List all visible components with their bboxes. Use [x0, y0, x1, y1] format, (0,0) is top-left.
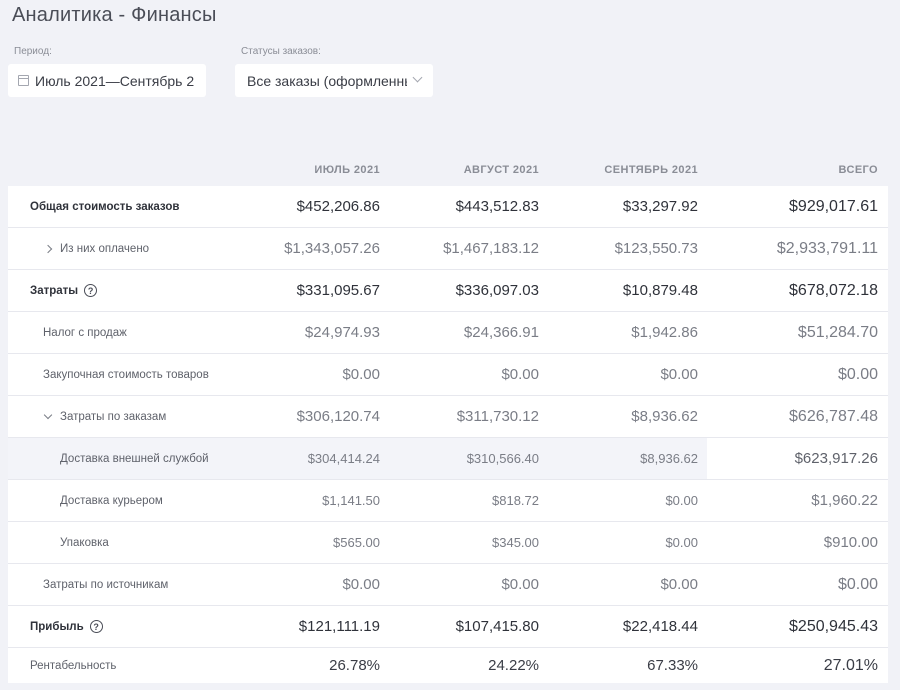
row-total-order-value: Общая стоимость заказов $452,206.86 $443…	[8, 186, 888, 228]
cell-august: $1,467,183.12	[443, 240, 539, 257]
cell-total: 27.01%	[823, 656, 878, 674]
row-label: Упаковка	[60, 536, 109, 549]
cell-july: $1,343,057.26	[284, 240, 380, 257]
cell-september: $0.00	[660, 576, 698, 593]
row-profitability: Рентабельность 26.78% 24.22% 67.33% 27.0…	[8, 648, 888, 683]
cell-september: $22,418.44	[622, 618, 698, 635]
row-label: Затраты по источникам	[43, 578, 169, 591]
row-external-delivery: Доставка внешней службой $304,414.24 $31…	[8, 438, 888, 480]
cell-total: $250,945.43	[789, 617, 878, 635]
row-costs: Затраты ? $331,095.67 $336,097.03 $10,87…	[8, 270, 888, 312]
cell-september: $123,550.73	[614, 240, 698, 257]
cell-august: $345.00	[492, 535, 539, 550]
cell-total: $910.00	[823, 534, 878, 551]
period-label: Период:	[14, 46, 52, 57]
cell-july: $452,206.86	[296, 198, 380, 215]
order-status-label: Статусы заказов:	[241, 46, 321, 57]
row-purchase-cost: Закупочная стоимость товаров $0.00 $0.00…	[8, 354, 888, 396]
row-label: Прибыль ?	[30, 606, 103, 647]
cell-august: $336,097.03	[455, 282, 539, 299]
cell-july: $306,120.74	[296, 408, 380, 425]
cell-july: $0.00	[342, 366, 380, 383]
row-label: Из них оплачено	[43, 228, 149, 269]
row-label: Общая стоимость заказов	[30, 200, 180, 213]
row-label: Закупочная стоимость товаров	[43, 368, 209, 381]
column-header-september: СЕНТЯБРЬ 2021	[604, 164, 698, 176]
cell-july: $0.00	[342, 576, 380, 593]
row-courier-delivery: Доставка курьером $1,141.50 $818.72 $0.0…	[8, 480, 888, 522]
order-status-select[interactable]: Все заказы (оформленные	[235, 64, 433, 97]
row-order-costs[interactable]: Затраты по заказам $306,120.74 $311,730.…	[8, 396, 888, 438]
cell-july: $304,414.24	[307, 451, 380, 466]
cell-august: $107,415.80	[455, 618, 539, 635]
cell-july: $1,141.50	[322, 493, 380, 508]
cell-september: $8,936.62	[631, 408, 698, 425]
page-title: Аналитика - Финансы	[12, 4, 217, 26]
row-source-costs: Затраты по источникам $0.00 $0.00 $0.00 …	[8, 564, 888, 606]
cell-september: $0.00	[665, 493, 698, 508]
cell-july: $24,974.93	[304, 324, 380, 341]
cell-total: $1,960.22	[811, 492, 878, 509]
cell-july: $121,111.19	[298, 618, 380, 635]
cell-total: $51,284.70	[797, 323, 878, 341]
help-icon[interactable]: ?	[84, 284, 98, 297]
cell-total: $0.00	[837, 365, 878, 383]
row-label: Затраты по заказам	[43, 396, 166, 437]
row-paid[interactable]: Из них оплачено $1,343,057.26 $1,467,183…	[8, 228, 888, 270]
table-header: ИЮЛЬ 2021 АВГУСТ 2021 СЕНТЯБРЬ 2021 ВСЕГ…	[8, 156, 888, 186]
column-header-total: ВСЕГО	[838, 164, 878, 176]
cell-august: $443,512.83	[455, 198, 539, 215]
row-label: Затраты ?	[30, 270, 98, 311]
cell-august: $310,566.40	[466, 451, 539, 466]
column-header-august: АВГУСТ 2021	[463, 164, 539, 176]
help-icon[interactable]: ?	[89, 620, 103, 633]
row-label: Доставка курьером	[60, 494, 163, 507]
cell-total: $0.00	[837, 575, 878, 593]
cell-september: $33,297.92	[622, 198, 698, 215]
cell-total: $929,017.61	[789, 197, 878, 215]
cell-total: $2,933,791.11	[776, 239, 878, 257]
order-status-value: Все заказы (оформленные	[247, 72, 407, 89]
chevron-down-icon	[412, 72, 423, 83]
cell-september: $8,936.62	[640, 451, 698, 466]
column-header-july: ИЮЛЬ 2021	[314, 164, 380, 176]
chevron-down-icon[interactable]	[43, 410, 53, 420]
row-packaging: Упаковка $565.00 $345.00 $0.00 $910.00	[8, 522, 888, 564]
row-label: Налог с продаж	[43, 326, 127, 339]
row-label: Рентабельность	[30, 659, 117, 672]
cell-july: $565.00	[333, 535, 380, 550]
chevron-right-icon[interactable]	[43, 244, 53, 253]
row-sales-tax: Налог с продаж $24,974.93 $24,366.91 $1,…	[8, 312, 888, 354]
cell-september: $10,879.48	[622, 282, 698, 299]
cell-total: $623,917.26	[794, 450, 878, 467]
cell-september: $0.00	[665, 535, 698, 550]
cell-total: $626,787.48	[789, 407, 878, 425]
cell-august: $0.00	[501, 366, 539, 383]
cell-total: $678,072.18	[789, 281, 878, 299]
cell-september: 67.33%	[647, 657, 698, 674]
finance-table: Общая стоимость заказов $452,206.86 $443…	[8, 186, 888, 683]
cell-september: $1,942.86	[631, 324, 698, 341]
cell-august: $24,366.91	[463, 324, 539, 341]
period-value: Июль 2021—Сентябрь 2	[35, 72, 195, 89]
cell-august: $311,730.12	[456, 408, 539, 425]
calendar-icon	[18, 75, 29, 86]
period-picker[interactable]: Июль 2021—Сентябрь 2	[8, 64, 206, 97]
cell-september: $0.00	[660, 366, 698, 383]
cell-july: $331,095.67	[296, 282, 380, 299]
cell-july: 26.78%	[329, 657, 380, 674]
row-label: Доставка внешней службой	[60, 452, 209, 465]
cell-august: $0.00	[501, 576, 539, 593]
row-profit: Прибыль ? $121,111.19 $107,415.80 $22,41…	[8, 606, 888, 648]
cell-august: 24.22%	[488, 657, 539, 674]
cell-august: $818.72	[492, 493, 539, 508]
